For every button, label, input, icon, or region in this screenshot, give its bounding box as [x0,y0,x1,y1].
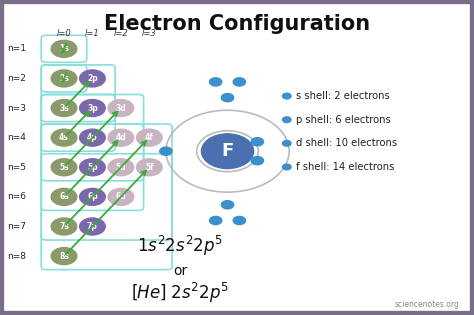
Text: F: F [221,142,234,160]
Text: n=1: n=1 [7,44,26,53]
Circle shape [80,100,105,117]
Text: n=2: n=2 [7,74,26,83]
Circle shape [80,218,105,235]
Text: 2s: 2s [59,74,69,83]
Circle shape [137,159,162,176]
Text: 3d: 3d [116,104,126,112]
Circle shape [283,164,291,170]
Circle shape [221,94,234,102]
Circle shape [283,140,291,146]
Text: n=8: n=8 [7,252,26,261]
Text: 4f: 4f [145,133,154,142]
Text: l=1: l=1 [85,29,100,37]
Text: or: or [173,264,187,278]
Text: $[He]\;2s^{2}2p^{5}$: $[He]\;2s^{2}2p^{5}$ [131,281,229,305]
Text: sciencenotes.org: sciencenotes.org [395,300,460,309]
Text: n=4: n=4 [7,133,26,142]
Text: n=6: n=6 [7,192,26,201]
Circle shape [51,129,77,146]
Text: 4s: 4s [59,133,69,142]
Circle shape [108,129,134,146]
Text: $1s^{2}2s^{2}2p^{5}$: $1s^{2}2s^{2}2p^{5}$ [137,234,223,258]
Text: l=2: l=2 [113,29,128,37]
Circle shape [80,188,105,205]
Text: s shell: 2 electrons: s shell: 2 electrons [296,91,390,101]
Circle shape [51,218,77,235]
Circle shape [251,138,264,146]
Text: 4p: 4p [87,133,98,142]
Text: p shell: 6 electrons: p shell: 6 electrons [296,115,391,125]
Text: f shell: 14 electrons: f shell: 14 electrons [296,162,395,172]
Circle shape [137,129,162,146]
Circle shape [51,100,77,117]
Text: 7p: 7p [87,222,98,231]
Text: 5s: 5s [59,163,69,172]
Circle shape [80,129,105,146]
Circle shape [251,157,264,165]
Circle shape [80,159,105,176]
Circle shape [210,216,222,225]
Circle shape [283,117,291,123]
Text: 8s: 8s [59,252,69,261]
Circle shape [51,70,77,87]
Circle shape [108,188,134,205]
Text: n=7: n=7 [7,222,26,231]
Circle shape [233,78,246,86]
Text: 3s: 3s [59,104,69,112]
Text: n=3: n=3 [7,104,26,112]
Text: l=0: l=0 [56,29,72,37]
Text: 6s: 6s [59,192,69,201]
Text: 5f: 5f [145,163,154,172]
Circle shape [51,159,77,176]
Text: 2p: 2p [87,74,98,83]
Text: d shell: 10 electrons: d shell: 10 electrons [296,138,397,148]
Circle shape [51,40,77,57]
Circle shape [80,70,105,87]
Text: 7s: 7s [59,222,69,231]
Text: 1s: 1s [59,44,69,53]
Text: 4d: 4d [116,133,126,142]
Text: 5d: 5d [116,163,126,172]
Circle shape [283,93,291,99]
Circle shape [51,188,77,205]
Circle shape [108,100,134,117]
Circle shape [51,248,77,265]
Text: Electron Configuration: Electron Configuration [104,14,370,34]
Text: 6d: 6d [116,192,126,201]
Text: l=3: l=3 [142,29,157,37]
Text: 6p: 6p [87,192,98,201]
Text: 5p: 5p [87,163,98,172]
Circle shape [201,134,254,169]
Text: n=5: n=5 [7,163,26,172]
Circle shape [233,216,246,225]
Circle shape [210,78,222,86]
Circle shape [221,201,234,209]
Circle shape [108,159,134,176]
Circle shape [160,147,172,155]
Text: 3p: 3p [87,104,98,112]
